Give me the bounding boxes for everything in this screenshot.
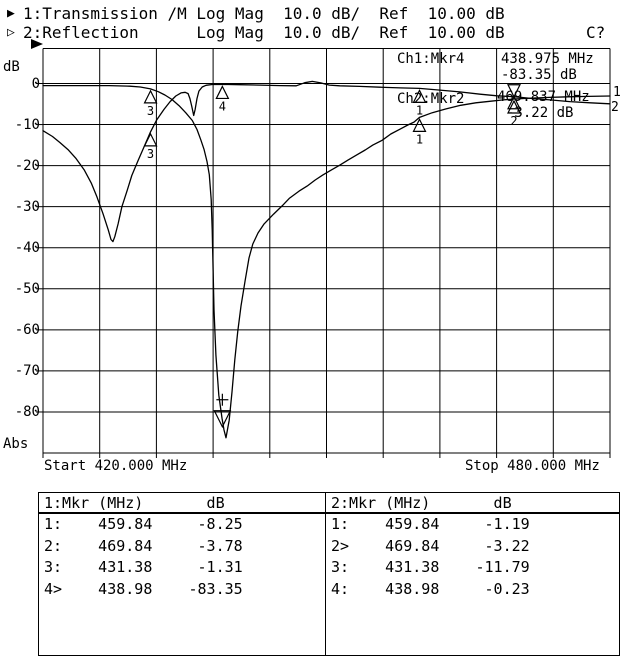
- stop-frequency-label: Stop 480.000 MHz: [465, 458, 600, 474]
- marker-4-label: 4: [219, 99, 226, 113]
- marker-table-row: 1: 459.84 -8.25: [44, 515, 243, 533]
- y-axis-tick-label: -60: [14, 321, 40, 338]
- marker-1-triangle-icon[interactable]: [412, 118, 427, 132]
- y-axis-tick-label: -10: [14, 116, 40, 133]
- trace2-title: 2:Reflection Log Mag 10.0 dB/ Ref 10.00 …: [23, 23, 505, 42]
- trace1-active-icon: ▶: [7, 6, 15, 21]
- ch2-marker-readout-label: Ch2:Mkr2: [397, 91, 465, 107]
- y-axis-tick-label: -20: [14, 157, 40, 174]
- marker-3-triangle-icon[interactable]: [143, 89, 158, 104]
- active-marker-4-triangle-icon[interactable]: [213, 410, 232, 429]
- ch1-marker-readout-db: -83.35 dB: [501, 67, 577, 83]
- ch1-marker-readout-label: Ch1:Mkr4: [397, 51, 465, 67]
- y-axis-bottom-label: Abs: [3, 436, 29, 452]
- marker-4-triangle-icon[interactable]: [215, 85, 230, 100]
- marker-table-row: 4: 438.98 -0.23: [331, 579, 530, 598]
- marker-3-triangle-icon[interactable]: [143, 132, 158, 147]
- trace2-edge-label: 2: [611, 100, 619, 115]
- marker-table-border: [38, 492, 620, 656]
- marker-table-row: 1: 459.84 -1.19: [331, 515, 530, 533]
- ch1-marker-readout-freq: 438.975 MHz: [501, 51, 594, 67]
- y-axis-unit-label: dB: [3, 59, 20, 75]
- y-axis-tick-label: -40: [14, 239, 40, 256]
- marker-3-label: 3: [147, 104, 154, 118]
- ch1-marker-table-header: 1:Mkr (MHz) dB: [44, 494, 225, 512]
- y-axis-tick-label: -30: [14, 198, 40, 215]
- y-axis-tick-label: 0: [31, 75, 40, 92]
- ch2-marker-readout-freq: 469.837 MHz: [497, 89, 590, 105]
- marker-3-label: 3: [147, 147, 154, 161]
- marker-table-row: 4> 438.98 -83.35: [44, 579, 243, 598]
- ch2-marker-table-header: 2:Mkr (MHz) dB: [331, 494, 512, 512]
- marker-table-row: 3: 431.38 -11.79: [331, 558, 530, 576]
- marker-table-header-rule: [38, 512, 620, 514]
- trace2-active-icon: ▷: [7, 25, 15, 40]
- trace1-title: 1:Transmission /M Log Mag 10.0 dB/ Ref 1…: [23, 4, 505, 23]
- y-axis-tick-label: -50: [14, 280, 40, 297]
- marker-table-divider: [325, 492, 326, 655]
- start-frequency-label: Start 420.000 MHz: [44, 458, 188, 474]
- marker-1-label: 1: [416, 132, 423, 146]
- marker-table-row: 3: 431.38 -1.31: [44, 558, 243, 576]
- cal-status-badge: C?: [586, 23, 606, 42]
- y-axis-tick-label: -80: [14, 403, 40, 420]
- ch2-marker-readout-db: -3.22 dB: [506, 105, 574, 121]
- y-axis-tick-label: -70: [14, 362, 40, 379]
- trace1-edge-label: 1: [613, 85, 621, 100]
- marker-table-row: 2> 469.84 -3.22: [331, 536, 530, 555]
- trace-transmission: [42, 84, 611, 439]
- marker-table-row: 2: 469.84 -3.78: [44, 536, 243, 555]
